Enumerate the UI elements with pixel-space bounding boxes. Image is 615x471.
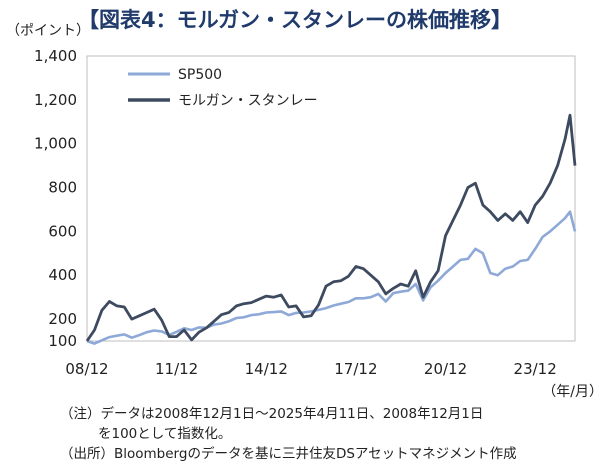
x-tick-label: 14/12 <box>245 360 288 378</box>
x-tick-label: 17/12 <box>334 360 377 378</box>
y-tick-label: 200 <box>48 310 77 328</box>
x-tick-label: 11/12 <box>155 360 198 378</box>
series-line-sp500 <box>86 210 577 345</box>
note-line-1: （注）データは2008年12月1日～2025年4月11日、2008年12月1日 <box>60 406 484 422</box>
note-line-3: （出所）Bloombergのデータを基に三井住友DSアセットマネジメント作成 <box>60 446 517 462</box>
y-tick-label: 1,200 <box>34 91 77 109</box>
x-tick-label: 23/12 <box>514 360 557 378</box>
plot-frame <box>86 55 576 342</box>
plot-area: 100 200 400 600 800 1,000 1,200 1,400 08/12 11/12… <box>34 47 577 378</box>
x-tick-label: 20/12 <box>424 360 467 378</box>
y-tick-label: 1,000 <box>34 135 77 153</box>
y-tick-label: 100 <box>48 332 77 350</box>
y-tick-label: 1,400 <box>34 47 77 65</box>
y-axis-unit: （ポイント） <box>6 23 90 39</box>
y-tick-label: 600 <box>48 222 77 240</box>
x-axis-unit: （年/月） <box>542 384 603 400</box>
chart-notes: （注）データは2008年12月1日～2025年4月11日、2008年12月1日 … <box>60 404 517 464</box>
x-tick-label: 08/12 <box>65 360 108 378</box>
legend-label: モルガン・スタンレー <box>178 93 318 109</box>
note-line-2: を100として指数化。 <box>98 426 232 442</box>
y-tick-label: 400 <box>48 266 77 284</box>
series-line-morgan-stanley <box>85 113 577 342</box>
chart-title: 【図表4：モルガン・スタンレーの株価推移】 <box>78 8 512 32</box>
y-tick-label: 800 <box>48 179 77 197</box>
legend-label: SP500 <box>178 67 222 83</box>
